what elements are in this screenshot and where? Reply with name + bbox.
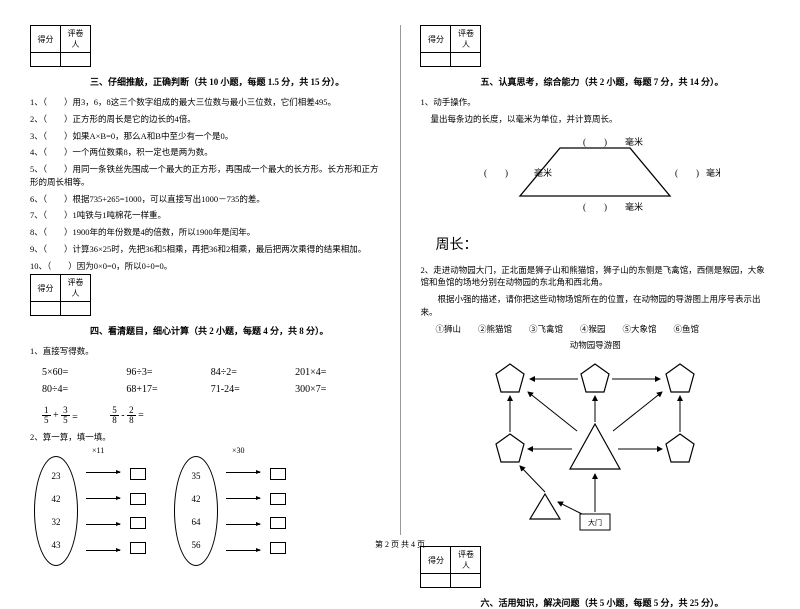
s3-q7: 7、（ ）1吨铁与1吨棉花一样重。 <box>30 209 380 222</box>
svg-text:毫米: 毫米 <box>625 136 643 147</box>
s3-q9: 9、（ ）计算36×25时，先把36和5相乘，再把36和2相乘，最后把两次乘得的… <box>30 243 380 256</box>
oval-2: 35 42 64 56 <box>174 456 218 566</box>
section4-title: 四、看清题目，细心计算（共 2 小题，每题 4 分，共 8 分）。 <box>90 324 380 337</box>
score-label: 得分 <box>31 275 61 302</box>
boxes-2 <box>270 456 286 566</box>
oval-group-2: 35 42 64 56 ×30 <box>174 456 286 566</box>
score-box-5: 得分 评卷人 <box>420 25 770 67</box>
perimeter-label: 周长： <box>435 234 770 254</box>
s3-q10: 10、（ ）因为0×0=0，所以0÷0=0。 <box>30 260 380 273</box>
calc-6: 68+17= <box>126 381 210 398</box>
boxes-1 <box>130 456 146 566</box>
score-box-4: 得分 评卷人 <box>30 274 380 316</box>
s3-q8: 8、（ ）1900年的年份数是4的倍数，所以1900年是闰年。 <box>30 226 380 239</box>
score-label: 得分 <box>421 26 451 53</box>
s5-q1: 1、动手操作。 <box>420 96 770 109</box>
s3-q3: 3、（ ）如果A×B=0，那么A和B中至少有一个是0。 <box>30 130 380 143</box>
arrows-2: ×30 <box>226 456 262 566</box>
s5-q2b: 根据小强的描述，请你把这些动物场馆所在的位置，在动物园的导游图上用序号表示出来。 <box>420 293 770 319</box>
section3-title: 三、仔细推敲，正确判断（共 10 小题，每题 1.5 分，共 15 分）。 <box>90 75 380 88</box>
calc-3: 84÷2= <box>211 364 295 381</box>
calc-5: 80÷4= <box>42 381 126 398</box>
oval-group-1: 23 42 32 43 ×11 <box>34 456 146 566</box>
score-label: 得分 <box>421 547 451 574</box>
svg-text:毫米: 毫米 <box>534 167 552 178</box>
score-label: 得分 <box>31 26 61 53</box>
column-divider <box>400 25 401 535</box>
left-column: 得分 评卷人 三、仔细推敲，正确判断（共 10 小题，每题 1.5 分，共 15… <box>30 25 380 535</box>
s3-q6: 6、（ ）根据735+265=1000，可以直接写出1000－735的差。 <box>30 193 380 206</box>
calc-2: 96÷3= <box>126 364 210 381</box>
svg-text:大门: 大门 <box>588 518 602 527</box>
grader-label: 评卷人 <box>451 26 481 53</box>
arrows-1: ×11 <box>86 456 122 566</box>
zoo-svg: 大门 <box>470 354 720 544</box>
trapezoid-diagram: ( ) 毫米 ( ) 毫米 ( ) 毫米 ( ) 毫米 <box>420 136 770 218</box>
calc-8: 300×7= <box>295 381 379 398</box>
s5-q2a: 2、走进动物园大门，正北面是狮子山和熊猫馆，狮子山的东侧是飞禽馆，西侧是猴园，大… <box>420 264 770 290</box>
section6-title: 六、活用知识，解决问题（共 5 小题，每题 5 分，共 25 分）。 <box>480 596 770 609</box>
svg-text:毫米: 毫米 <box>706 167 720 178</box>
s3-q4: 4、（ ）一个两位数乘8，积一定也是两为数。 <box>30 146 380 159</box>
grader-label: 评卷人 <box>61 26 91 53</box>
calc-grid: 5×60= 96÷3= 84÷2= 201×4= 80÷4= 68+17= 71… <box>42 364 380 398</box>
s3-q1: 1、（ ）用3，6，8这三个数字组成的最大三位数与最小三位数，它们相差495。 <box>30 96 380 109</box>
svg-text:( ): ( ) <box>583 202 607 212</box>
s5-legend: ①狮山 ②熊猫馆 ③飞禽馆 ④猴园 ⑤大象馆 ⑥鱼馆 <box>420 323 770 336</box>
svg-text:( ): ( ) <box>675 168 699 178</box>
calc-7: 71-24= <box>211 381 295 398</box>
page-content: 得分 评卷人 三、仔细推敲，正确判断（共 10 小题，每题 1.5 分，共 15… <box>30 25 770 535</box>
oval-diagrams: 23 42 32 43 ×11 35 <box>30 450 380 572</box>
svg-text:( ): ( ) <box>583 137 607 147</box>
s5-q1b: 量出每条边的长度，以毫米为单位，并计算周长。 <box>420 113 770 126</box>
section5-title: 五、认真思考，综合能力（共 2 小题，每题 7 分，共 14 分）。 <box>480 75 770 88</box>
oval-1: 23 42 32 43 <box>34 456 78 566</box>
s4-q1-label: 1、直接写得数。 <box>30 345 380 358</box>
s3-q2: 2、（ ）正方形的周长是它的边长的4倍。 <box>30 113 380 126</box>
calc-1: 5×60= <box>42 364 126 381</box>
score-box-6: 得分 评卷人 <box>420 546 770 588</box>
s5-maptitle: 动物园导游图 <box>420 339 770 352</box>
svg-text:( ): ( ) <box>484 168 508 178</box>
trapezoid-svg: ( ) 毫米 ( ) 毫米 ( ) 毫米 ( ) 毫米 <box>470 136 720 216</box>
zoo-map: 大门 <box>420 354 770 546</box>
score-box-3: 得分 评卷人 <box>30 25 380 67</box>
svg-text:毫米: 毫米 <box>625 201 643 212</box>
grader-label: 评卷人 <box>61 275 91 302</box>
s4-q2-label: 2、算一算，填一填。 <box>30 431 380 444</box>
frac-expressions: 15 + 35 = 58 - 28 = <box>42 406 380 425</box>
calc-4: 201×4= <box>295 364 379 381</box>
s3-q5: 5、（ ）用同一条铁丝先围成一个最大的正方形，再围成一个最大的长方形。长方形和正… <box>30 163 380 189</box>
right-column: 得分 评卷人 五、认真思考，综合能力（共 2 小题，每题 7 分，共 14 分）… <box>420 25 770 535</box>
grader-label: 评卷人 <box>451 547 481 574</box>
